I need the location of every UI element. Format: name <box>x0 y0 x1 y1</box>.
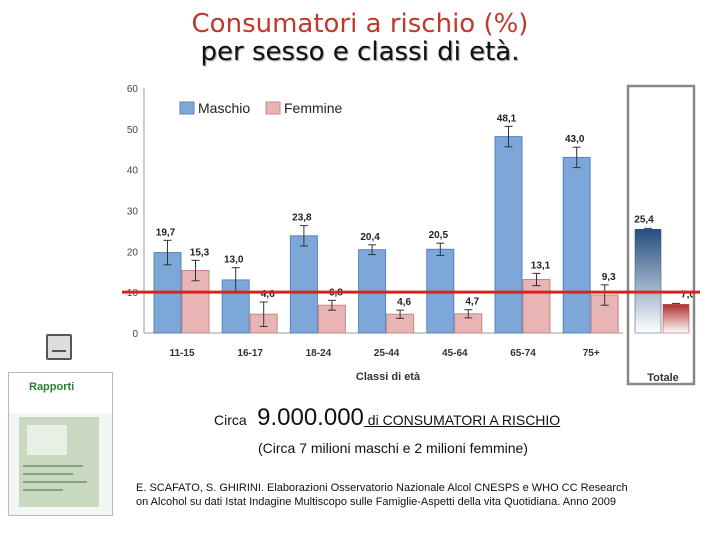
data-label: 15,3 <box>190 247 210 258</box>
report-logo: Rapporti <box>29 381 75 393</box>
data-label: 4,6 <box>261 289 275 300</box>
x-tick-label: 18-24 <box>306 348 332 359</box>
data-label: 48,1 <box>497 113 517 124</box>
bar-maschio <box>562 156 591 334</box>
y-tick-label: 60 <box>127 84 139 95</box>
y-tick-label: 0 <box>132 329 138 340</box>
totals-panel-frame <box>626 84 696 386</box>
bar-femmine <box>522 279 551 334</box>
source-reference-line-1: E. SCAFATO, S. GHIRINI. Elaborazioni Oss… <box>136 482 628 494</box>
legend-label-maschio: Maschio <box>198 100 250 116</box>
x-tick-label: 75+ <box>583 348 600 359</box>
total-bar <box>662 304 690 334</box>
y-tick-label: 20 <box>127 247 139 258</box>
x-tick-label: 45-64 <box>442 348 468 359</box>
totals-category-label: Totale <box>647 372 679 384</box>
data-label: 23,8 <box>292 213 312 224</box>
document-icon <box>46 334 72 360</box>
x-tick-label: 25-44 <box>374 348 400 359</box>
bar-femmine <box>181 270 210 334</box>
total-data-label: 7,0 <box>681 289 695 300</box>
summary-label: di CONSUMATORI A RISCHIO <box>363 412 561 428</box>
y-tick-label: 40 <box>127 166 139 177</box>
legend-swatch-femmine <box>265 101 281 115</box>
total-data-label: 25,4 <box>634 214 654 225</box>
bar-maschio <box>494 136 523 334</box>
source-reference-line-2: on Alcohol su dati Istat Indagine Multis… <box>136 496 617 508</box>
data-label: 43,0 <box>565 134 585 145</box>
chart-title: Consumatori a rischio (%) <box>191 9 529 39</box>
bar-maschio <box>289 235 318 334</box>
bar-chart: 0 10 20 30 40 50 60 19,7 15,3 11-15 13,0 4,6 16-17 2… <box>118 78 700 390</box>
x-axis-title: Classi di età <box>356 371 421 383</box>
data-label: 4,6 <box>397 297 411 308</box>
data-label: 20,5 <box>429 230 449 241</box>
x-tick-label: 65-74 <box>510 348 536 359</box>
summary-line: Circa 9.000.000 di CONSUMATORI A RISCHIO <box>214 404 560 432</box>
y-tick-label: 50 <box>127 125 139 136</box>
chart-background <box>118 78 700 390</box>
x-tick-label: 11-15 <box>169 348 194 359</box>
x-tick-label: 16-17 <box>237 348 263 359</box>
summary-prefix: Circa <box>214 412 247 428</box>
data-label: 4,7 <box>465 297 479 308</box>
bar-femmine <box>317 304 346 334</box>
total-bar <box>634 229 662 334</box>
summary-count: 9.000.000 <box>257 404 364 431</box>
chart-subtitle: per sesso e classi di età. <box>200 37 520 67</box>
y-tick-label: 30 <box>127 207 139 218</box>
y-tick-label: 10 <box>127 288 139 299</box>
data-label: 13,1 <box>531 260 551 271</box>
data-label: 19,7 <box>156 227 176 238</box>
legend-label-femmine: Femmine <box>284 100 343 116</box>
data-label: 20,4 <box>360 232 380 243</box>
report-cover-image: Rapporti <box>8 372 113 516</box>
data-label: 13,0 <box>224 255 244 266</box>
legend-swatch-maschio <box>179 101 195 115</box>
data-label: 9,3 <box>602 272 616 283</box>
summary-detail: (Circa 7 milioni maschi e 2 milioni femm… <box>258 440 528 456</box>
